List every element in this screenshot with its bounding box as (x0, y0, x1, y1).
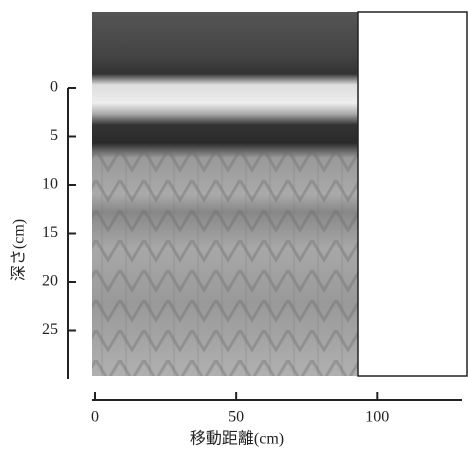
y-tick-label: 20 (42, 273, 58, 290)
y-tick-label: 0 (50, 79, 58, 96)
x-axis-label: 移動距離(cm) (190, 430, 284, 448)
radargram-texture (92, 150, 358, 376)
x-tick-label: 0 (91, 409, 99, 426)
x-tick-label: 100 (365, 409, 389, 426)
y-tick-label: 5 (50, 127, 58, 144)
y-tick-label: 15 (42, 224, 58, 241)
y-tick-label: 25 (42, 321, 58, 338)
y-tick-label: 10 (42, 176, 58, 193)
y-axis-label: 深さ(cm) (10, 219, 28, 281)
blank-panel (357, 11, 468, 377)
x-tick-label: 50 (228, 409, 244, 426)
